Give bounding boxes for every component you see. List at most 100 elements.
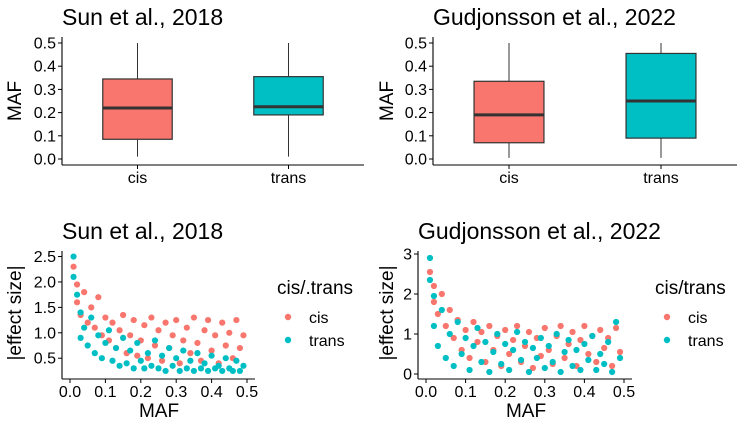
point-trans	[517, 356, 525, 364]
point-cis	[109, 319, 116, 326]
point-cis	[130, 316, 137, 324]
point-trans	[81, 324, 88, 331]
point-trans	[585, 356, 592, 364]
y-tick-label: 0.0	[405, 152, 427, 169]
gudjonsson-2022-effect-size-scatter: Gudjonsson et al., 2022 |effect size| MA…	[377, 218, 726, 422]
x-axis-title: MAF	[506, 401, 546, 422]
point-trans	[70, 253, 77, 260]
point-cis	[120, 311, 127, 319]
point-trans	[545, 342, 552, 350]
box-cis	[473, 80, 545, 144]
point-trans	[430, 292, 438, 300]
point-trans	[201, 360, 208, 367]
point-trans	[510, 346, 517, 354]
point-trans	[601, 360, 608, 368]
point-trans	[513, 328, 521, 336]
y-tick-label: 0.2	[34, 105, 56, 122]
point-trans	[208, 352, 215, 359]
point-trans	[180, 347, 187, 354]
point-cis	[462, 326, 469, 334]
point-cis	[450, 334, 457, 342]
legend-key-cis	[663, 313, 671, 321]
point-cis	[434, 310, 441, 318]
point-trans	[162, 367, 169, 375]
point-cis	[585, 350, 592, 358]
point-trans	[169, 362, 176, 369]
point-cis	[190, 314, 197, 321]
y-tick-label: 2.5	[34, 249, 56, 266]
legend: cis/.trans cis trans	[277, 278, 353, 350]
point-trans	[478, 358, 485, 366]
point-trans	[533, 354, 540, 362]
x-tick-label: 0.0	[415, 384, 437, 401]
point-trans	[222, 355, 229, 362]
point-trans	[148, 362, 155, 369]
point-cis	[510, 336, 517, 344]
panel-title: Sun et al., 2018	[62, 218, 223, 244]
point-cis	[593, 358, 600, 366]
point-trans	[88, 314, 95, 321]
x-tick-label: 0.4	[573, 384, 595, 401]
point-trans	[98, 355, 105, 362]
y-tick-label: 2	[403, 287, 412, 304]
point-cis	[162, 319, 169, 326]
point-trans	[105, 327, 113, 334]
point-cis	[169, 332, 176, 339]
point-trans	[141, 365, 148, 372]
point-cis	[609, 362, 616, 370]
point-trans	[134, 339, 141, 347]
y-tick-label: 0.1	[405, 128, 427, 145]
point-trans	[190, 367, 197, 375]
point-cis	[187, 350, 194, 357]
point-cis	[430, 282, 438, 290]
sun-2018-effect-size-scatter: Sun et al., 2018 |effect size| MAF cis/.…	[5, 218, 353, 422]
point-trans	[561, 348, 568, 356]
point-cis	[102, 314, 109, 321]
point-cis	[502, 326, 509, 334]
x-tick-label: 0.2	[130, 384, 152, 401]
point-cis	[95, 294, 102, 301]
point-trans	[426, 254, 434, 262]
point-cis	[240, 332, 247, 339]
y-tick-label: 0.3	[34, 82, 56, 99]
legend-label-cis: cis	[309, 310, 329, 327]
x-tick-label: 0.5	[613, 384, 635, 401]
x-tick-label: 0.3	[534, 384, 556, 401]
point-cis	[470, 318, 477, 326]
point-trans	[454, 318, 461, 326]
point-trans	[616, 354, 624, 362]
point-cis	[616, 348, 624, 356]
point-trans	[95, 332, 102, 339]
point-cis	[176, 360, 183, 367]
x-tick-label: 0.1	[94, 384, 116, 401]
point-trans	[470, 342, 477, 350]
y-tick-label: 0.2	[405, 105, 427, 122]
point-trans	[194, 350, 201, 357]
point-trans	[565, 336, 572, 344]
point-trans	[502, 340, 509, 348]
point-trans	[109, 357, 116, 364]
point-cis	[116, 327, 123, 334]
x-tick-label: 0.3	[165, 384, 187, 401]
point-trans	[525, 368, 533, 376]
point-trans	[130, 365, 137, 372]
point-trans	[73, 291, 81, 298]
point-trans	[438, 306, 445, 314]
point-trans	[233, 357, 240, 364]
y-tick-label: 0.3	[405, 82, 427, 99]
point-cis	[88, 304, 95, 311]
point-cis	[506, 350, 513, 358]
point-trans	[498, 360, 505, 368]
point-cis	[91, 324, 98, 331]
point-trans	[116, 362, 123, 369]
y-tick-label: 1.5	[34, 300, 56, 317]
point-cis	[84, 319, 91, 326]
point-cis	[180, 337, 187, 344]
point-cis	[208, 347, 215, 354]
point-cis	[557, 322, 564, 330]
point-cis	[430, 298, 438, 306]
point-cis	[81, 289, 88, 296]
point-trans	[577, 366, 584, 374]
legend-key-cis	[284, 313, 292, 321]
y-tick-label: 0.0	[34, 152, 56, 169]
